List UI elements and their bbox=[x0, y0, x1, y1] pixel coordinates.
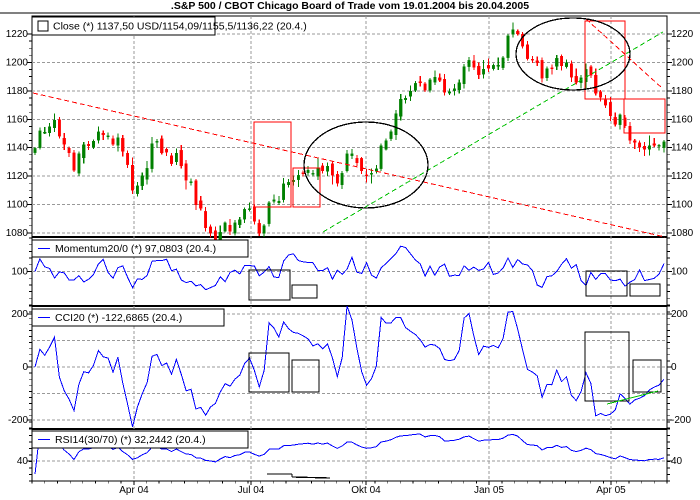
svg-text:-200: -200 bbox=[8, 415, 28, 426]
svg-text:1100: 1100 bbox=[6, 200, 28, 211]
svg-text:200: 200 bbox=[11, 309, 28, 320]
svg-text:Momentum20/0 (*) 97,0803 (20.4: Momentum20/0 (*) 97,0803 (20.4.) bbox=[55, 243, 216, 255]
svg-text:Okt 04: Okt 04 bbox=[351, 485, 381, 496]
svg-text:CCI20 (*) -122,6865 (20.4.): CCI20 (*) -122,6865 (20.4.) bbox=[55, 312, 182, 324]
svg-text:1140: 1140 bbox=[6, 143, 28, 154]
svg-text:Apr 04: Apr 04 bbox=[119, 485, 149, 496]
svg-text:1080: 1080 bbox=[671, 228, 694, 239]
svg-text:1220: 1220 bbox=[671, 29, 694, 40]
svg-text:100: 100 bbox=[11, 267, 28, 278]
svg-text:1200: 1200 bbox=[6, 57, 29, 68]
svg-text:100: 100 bbox=[671, 267, 688, 278]
svg-text:-200: -200 bbox=[671, 415, 691, 426]
svg-text:1200: 1200 bbox=[671, 57, 694, 68]
svg-text:Jul 04: Jul 04 bbox=[238, 485, 265, 496]
svg-text:Close (*) 1137,50 USD/1154,09/: Close (*) 1137,50 USD/1154,09/1155,5/113… bbox=[53, 21, 307, 33]
svg-text:1160: 1160 bbox=[6, 114, 28, 125]
svg-text:.S&P 500 / CBOT Chicago Board: .S&P 500 / CBOT Chicago Board of Trade v… bbox=[171, 0, 529, 12]
svg-text:1160: 1160 bbox=[671, 114, 693, 125]
svg-text:1120: 1120 bbox=[671, 171, 693, 182]
svg-text:1120: 1120 bbox=[6, 171, 28, 182]
svg-text:1180: 1180 bbox=[6, 86, 28, 97]
svg-text:1080: 1080 bbox=[6, 228, 29, 239]
svg-text:1100: 1100 bbox=[671, 200, 693, 211]
svg-text:40: 40 bbox=[17, 456, 29, 467]
svg-text:Jan 05: Jan 05 bbox=[474, 485, 504, 496]
svg-text:1220: 1220 bbox=[6, 29, 29, 40]
svg-text:40: 40 bbox=[671, 456, 683, 467]
svg-text:200: 200 bbox=[671, 309, 688, 320]
svg-text:1180: 1180 bbox=[671, 86, 693, 97]
svg-text:1140: 1140 bbox=[671, 143, 693, 154]
svg-text:Apr 05: Apr 05 bbox=[596, 485, 626, 496]
svg-text:RSI14(30/70) (*) 32,2442 (20.4: RSI14(30/70) (*) 32,2442 (20.4.) bbox=[55, 434, 206, 446]
